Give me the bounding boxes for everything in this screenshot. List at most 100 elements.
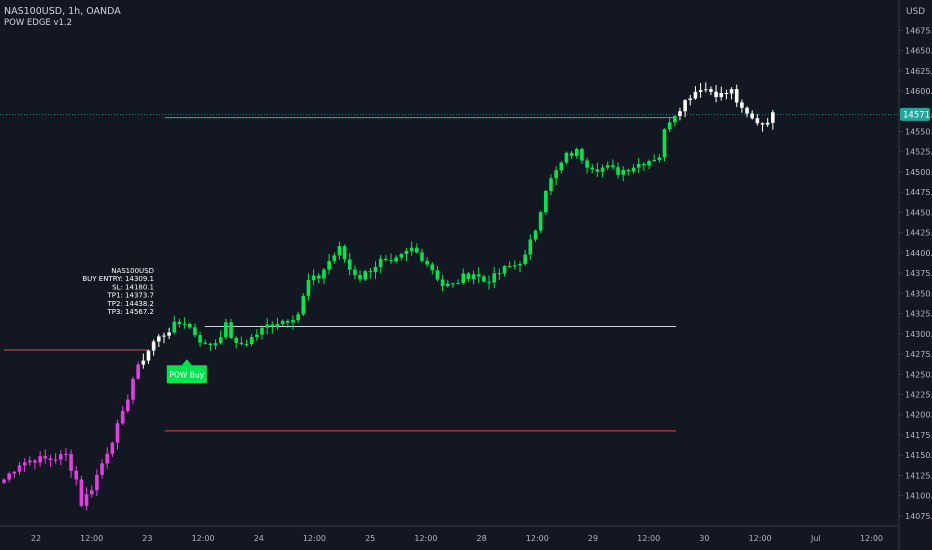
chart-title[interactable]: NAS100USD, 1h, OANDA [4,6,121,17]
candle-body [605,165,610,168]
candle-body [353,269,357,276]
candle-body [518,264,522,266]
time-axis[interactable]: 22 12:00 23 12:00 24 12:00 25 12:00 28 12:00 29 12:… [31,534,883,543]
candle-body [461,273,466,284]
candle-body [239,342,244,345]
candle-body [765,122,770,125]
candle-body [574,149,579,156]
candle-body [105,453,109,464]
candle-body [724,93,729,95]
candle-body [95,474,99,491]
candle-body [420,252,424,261]
time-tick-label: Jul [810,534,821,543]
price-tick-label: 14625.0 [905,67,932,76]
candle-body [409,247,414,251]
candle-body [120,410,125,424]
candle-body [533,230,538,240]
candle-body [172,321,177,333]
candle-body [17,465,22,472]
time-tick-label: 30 [699,534,709,543]
signal-group[interactable]: POW Buy [166,359,207,384]
candle-body [667,122,672,130]
candle-body [316,275,321,279]
time-tick-label: 23 [142,534,152,543]
candle-body [64,453,68,455]
candle-body [693,91,698,99]
candle-body [84,494,89,506]
candle-body [74,470,79,480]
candle-body [347,259,352,270]
candle-body [110,442,115,454]
price-tick-label: 14175.0 [905,431,932,440]
indicator-name[interactable]: POW EDGE v1.2 [4,18,72,28]
price-tick-label: 14475.0 [905,188,932,197]
time-tick-label: 28 [477,534,487,543]
candle-body [162,335,166,337]
candle-body [636,163,641,168]
candle-body [662,129,667,158]
candle-body [554,170,558,179]
price-tick-label: 14600.0 [905,87,932,96]
signal-badge[interactable] [166,365,207,384]
candle-body [611,165,615,168]
price-tick-label: 14125.0 [905,471,932,480]
price-tick-label: 14275.0 [905,350,932,359]
candle-body [280,320,285,324]
time-tick-label: 25 [365,534,375,543]
candle-body [342,246,347,260]
time-tick-label: 12:00 [860,534,883,543]
candle-body [745,107,749,114]
candle-body [729,89,734,94]
candle-body [564,152,569,163]
candle-body [652,159,656,161]
price-tick-label: 14525.0 [905,148,932,157]
candle-body [673,116,677,123]
price-tick-label: 14250.0 [905,370,932,379]
candle-body [476,274,481,277]
candle-body [502,266,507,274]
time-tick-label: 12:00 [192,534,215,543]
candle-body [198,335,202,343]
candle-body [492,273,496,283]
candle-body [255,334,259,338]
candle-body [595,169,600,172]
candle-body [580,149,584,161]
candle-body [182,323,187,325]
info-box-line: TP3: 14567.2 [107,308,154,316]
candle-body [771,112,775,123]
candle-body [569,152,574,156]
currency-label[interactable]: USD [906,7,925,17]
candle-body [487,281,491,283]
signal-arrow [181,359,192,366]
price-tick-label: 14375.0 [905,269,932,278]
candle-body [760,123,765,125]
candle-body [79,479,84,506]
info-box-line: BUY ENTRY: 14309.1 [82,275,154,283]
price-tick-label: 14500.0 [905,168,932,177]
candle-body [244,344,249,346]
candle-body [275,323,280,327]
price-axis[interactable]: 14675.014650.014625.014600.014575.014550… [899,26,932,521]
candle-body [58,454,63,460]
candle-body [631,167,636,172]
candle-body [755,118,760,124]
candle-body [177,321,182,325]
candle-body [404,250,409,255]
candle-body [616,167,620,175]
candle-body [48,458,53,460]
candle-body [363,271,367,280]
candle-body [415,247,419,253]
info-box-line: TP2: 14438.2 [107,300,154,308]
price-tick-label: 14400.0 [905,249,932,258]
candle-body [2,479,6,483]
candle-body [678,111,682,117]
candles [2,82,775,511]
candle-body [249,337,254,345]
candle-body [482,276,486,282]
info-box-line: SL: 14180.1 [112,283,154,291]
time-tick-label: 24 [254,534,264,543]
candle-body [151,341,156,351]
price-tick-label: 14225.0 [905,391,932,400]
